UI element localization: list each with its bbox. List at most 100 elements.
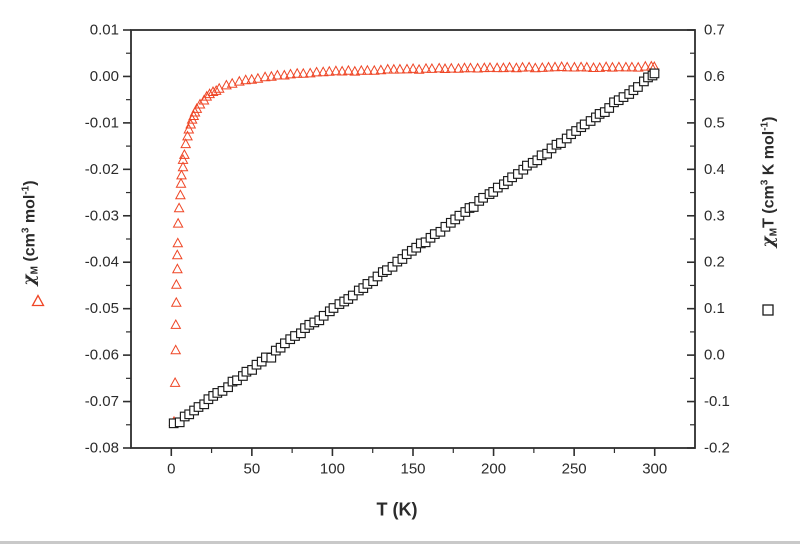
axis-title-fragment: -1 bbox=[20, 185, 32, 195]
axis-title-fragment: T bbox=[760, 218, 778, 228]
data-point-triangle bbox=[504, 61, 515, 72]
data-point-triangle bbox=[170, 278, 182, 289]
data-point-triangle bbox=[175, 177, 187, 188]
data-point-triangle bbox=[626, 61, 638, 72]
data-point-triangle bbox=[561, 61, 573, 72]
data-point-triangle bbox=[433, 62, 445, 73]
data-point-triangle bbox=[271, 69, 283, 80]
data-point-triangle bbox=[240, 74, 252, 85]
data-point-triangle bbox=[311, 66, 323, 77]
axis-title-fragment: (cm bbox=[760, 185, 778, 219]
x-axis-tick-label: 250 bbox=[562, 461, 587, 478]
left-axis-tick-label: -0.02 bbox=[85, 161, 119, 178]
data-point-triangle bbox=[285, 68, 296, 79]
data-point-triangle bbox=[180, 138, 192, 149]
data-point-triangle bbox=[639, 60, 651, 71]
x-axis-tick-label: 100 bbox=[320, 461, 345, 478]
data-point-triangle bbox=[252, 72, 264, 83]
left-axis-tick-label: -0.08 bbox=[85, 440, 119, 457]
left-axis-title: χM (cm3 mol-1) bbox=[20, 180, 41, 285]
data-point-triangle bbox=[600, 61, 612, 72]
data-point-triangle bbox=[171, 249, 183, 260]
data-point-triangle bbox=[581, 61, 593, 72]
data-point-triangle bbox=[336, 65, 348, 76]
data-point-triangle bbox=[394, 63, 406, 74]
data-point-triangle bbox=[342, 64, 354, 75]
data-point-triangle bbox=[401, 63, 413, 74]
data-point-triangle bbox=[594, 61, 606, 72]
data-point-triangle bbox=[368, 64, 380, 75]
axis-title-fragment: ) bbox=[760, 116, 778, 122]
data-point-triangle bbox=[478, 62, 490, 73]
data-point-triangle bbox=[549, 61, 561, 72]
chiT-legend-square-icon bbox=[762, 304, 774, 316]
data-point-triangle bbox=[317, 66, 329, 77]
data-point-triangle bbox=[259, 71, 271, 82]
axis-title-fragment: 3 bbox=[20, 227, 32, 234]
right-axis-tick-label: 0.2 bbox=[704, 254, 725, 271]
data-point-triangle bbox=[172, 217, 184, 228]
data-point-square bbox=[174, 417, 185, 428]
data-point-triangle bbox=[523, 61, 535, 72]
axis-title-fragment: mol bbox=[21, 194, 39, 228]
right-axis-tick-label: 0.4 bbox=[704, 161, 725, 178]
data-point-triangle bbox=[484, 61, 496, 72]
data-point-triangle bbox=[439, 63, 451, 73]
data-point-triangle bbox=[556, 61, 568, 71]
left-axis-tick-label: 0.01 bbox=[90, 22, 119, 39]
axis-title-fragment: χ bbox=[758, 236, 779, 248]
data-point-triangle bbox=[491, 62, 503, 73]
data-point-triangle bbox=[426, 62, 438, 73]
right-axis-tick-label: -0.2 bbox=[704, 440, 730, 457]
data-point-triangle bbox=[445, 62, 457, 73]
left-axis-tick-label: 0.00 bbox=[90, 68, 119, 85]
left-axis-tick-label: -0.04 bbox=[85, 254, 119, 271]
axis-title-fragment: ) bbox=[21, 180, 39, 186]
data-point-triangle bbox=[407, 62, 419, 73]
data-point-triangle bbox=[510, 62, 522, 73]
data-point-triangle bbox=[568, 61, 580, 72]
data-point-triangle bbox=[613, 61, 625, 72]
axis-title-fragment: K mol bbox=[760, 130, 778, 180]
data-point-triangle bbox=[529, 62, 541, 73]
right-axis-tick-label: 0.3 bbox=[704, 207, 725, 224]
data-point-triangle bbox=[472, 62, 484, 73]
data-point-triangle bbox=[420, 62, 432, 73]
left-axis-tick-label: -0.03 bbox=[85, 207, 119, 224]
data-point-triangle bbox=[388, 63, 400, 74]
data-point-square bbox=[633, 82, 643, 92]
data-point-triangle bbox=[291, 67, 303, 78]
axis-title-fragment: 3 bbox=[759, 179, 771, 186]
data-point-triangle bbox=[606, 61, 618, 72]
right-axis-tick-label: 0.6 bbox=[704, 68, 725, 85]
data-point-triangle bbox=[210, 84, 222, 95]
x-axis-title: T (K) bbox=[376, 499, 418, 520]
data-point-triangle bbox=[465, 62, 476, 73]
data-point-triangle bbox=[265, 70, 277, 81]
right-axis-tick-label: 0.1 bbox=[704, 300, 725, 317]
data-point-triangle bbox=[575, 61, 587, 72]
data-point-triangle bbox=[226, 77, 238, 88]
x-axis-tick-label: 300 bbox=[642, 461, 667, 478]
data-point-triangle bbox=[173, 202, 185, 213]
data-point-triangle bbox=[323, 65, 335, 76]
data-point-triangle bbox=[375, 64, 387, 75]
data-point-triangle bbox=[517, 61, 528, 72]
right-axis-tick-label: 0.5 bbox=[704, 114, 725, 131]
chi_M-series bbox=[168, 60, 660, 426]
data-point-triangle bbox=[361, 64, 373, 75]
left-axis-tick-label: -0.01 bbox=[85, 114, 119, 131]
right-axis-tick-label: 0.0 bbox=[704, 347, 725, 364]
data-point-triangle bbox=[278, 69, 290, 80]
data-point-square bbox=[347, 290, 358, 301]
data-point-triangle bbox=[620, 61, 632, 72]
data-point-triangle bbox=[174, 189, 186, 200]
axis-title-fragment: (cm bbox=[21, 233, 39, 267]
data-point-triangle bbox=[170, 318, 182, 329]
data-point-triangle bbox=[170, 296, 182, 307]
data-point-triangle bbox=[459, 62, 470, 73]
left-axis-tick-label: -0.06 bbox=[85, 347, 119, 364]
data-point-square bbox=[649, 68, 660, 79]
